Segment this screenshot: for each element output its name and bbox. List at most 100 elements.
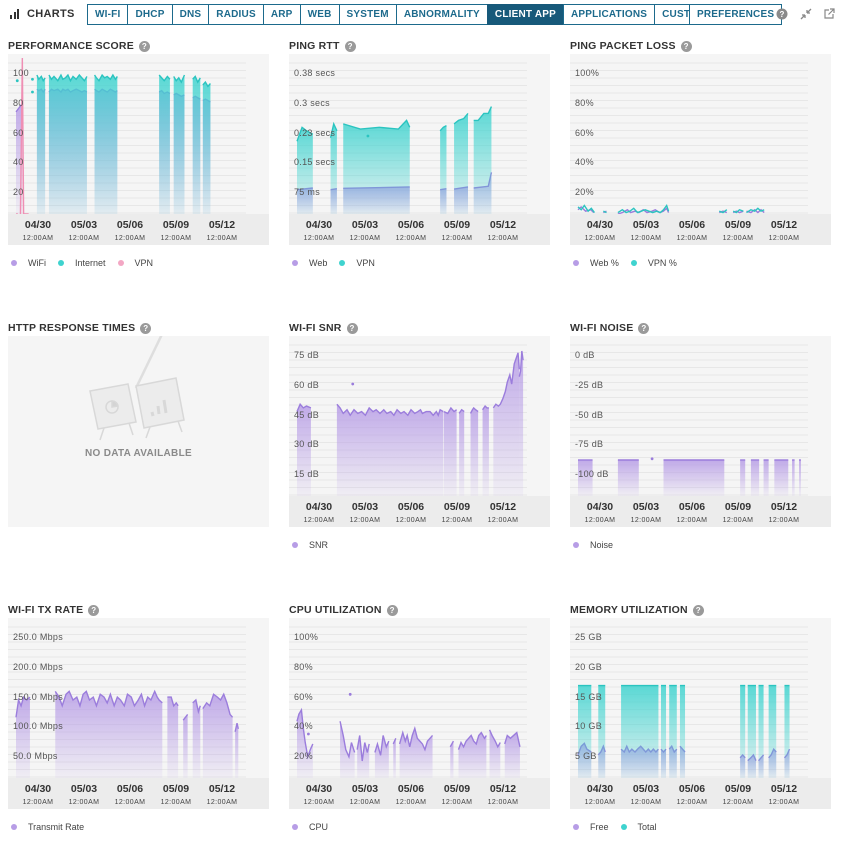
preferences-button[interactable]: PREFERENCES — [689, 4, 783, 25]
legend-item[interactable]: VPN — [339, 258, 375, 268]
y-tick-label: 40% — [575, 157, 594, 167]
series-area — [774, 460, 789, 496]
svg-text:?: ? — [780, 10, 785, 19]
tab-abnormality[interactable]: ABNORMALITY — [395, 4, 488, 25]
help-icon[interactable]: ? — [680, 40, 692, 52]
memory-utilization-title: MEMORY UTILIZATION? — [570, 603, 704, 617]
x-tick-time: 12:00AM — [304, 517, 335, 524]
x-tick-time: 12:00AM — [23, 799, 54, 806]
x-tick-date: 05/12 — [771, 501, 797, 513]
help-icon[interactable]: ? — [386, 604, 398, 616]
legend-dot-icon — [339, 260, 346, 266]
legend-label: Internet — [75, 258, 106, 268]
ping-packet-loss-chart: 100% 80% 60% 40% 20% 04/30 12:00AM 05/03 12:00AM… — [570, 54, 831, 245]
series-line — [458, 408, 465, 414]
panel-title-text: WI-FI TX RATE — [8, 604, 84, 616]
x-tick-date: 04/30 — [25, 219, 51, 231]
ping-rtt-plot: 0.38 secs 0.3 secs 0.23 secs 0.15 secs 75 ms… — [289, 62, 550, 245]
cpu-utilization-chart: 100% 80% 60% 40% 20% 04/30 12:00AM 05/03 12:00AM… — [289, 618, 550, 809]
help-icon[interactable]: ? — [140, 322, 152, 334]
legend-item[interactable]: Transmit Rate — [11, 822, 84, 832]
collapse-icon[interactable] — [800, 8, 812, 20]
legend-item[interactable]: WiFi — [11, 258, 46, 268]
panel-title-text: WI-FI NOISE — [570, 322, 634, 334]
help-icon[interactable]: ? — [138, 40, 150, 52]
tab-radius[interactable]: RADIUS — [208, 4, 264, 25]
x-tick-time: 12:00AM — [723, 517, 754, 524]
series-area — [493, 352, 520, 496]
legend-item[interactable]: Total — [620, 822, 657, 832]
tab-arp[interactable]: ARP — [262, 4, 301, 25]
help-icon[interactable]: ? — [692, 604, 704, 616]
help-icon[interactable]: ? — [638, 322, 650, 334]
series-line — [617, 207, 670, 215]
tab-dns[interactable]: DNS — [171, 4, 210, 25]
y-tick-label: 60 — [13, 128, 24, 138]
performance-score-legend: WiFi Internet VPN — [11, 258, 165, 268]
series-line — [617, 203, 670, 214]
x-tick-date: 05/09 — [163, 783, 189, 795]
x-tick-date: 05/09 — [725, 501, 751, 513]
ping-packet-loss-legend: Web % VPN % — [573, 258, 689, 268]
legend-label: WiFi — [28, 258, 46, 268]
series-line — [453, 113, 469, 125]
y-tick-label: 0.38 secs — [294, 68, 335, 78]
legend-item[interactable]: VPN — [117, 258, 153, 268]
series-line — [718, 209, 728, 214]
legend-dot-icon — [117, 260, 124, 266]
legend-dot-icon — [11, 824, 17, 830]
tab-dhcp[interactable]: DHCP — [127, 4, 173, 25]
legend-dot-icon — [292, 260, 298, 266]
y-tick-label: 30 dB — [294, 439, 319, 449]
tab-system[interactable]: SYSTEM — [338, 4, 397, 25]
series-line — [469, 406, 479, 414]
tab-applications[interactable]: APPLICATIONS — [563, 4, 656, 25]
wifi-tx-rate-chart: 250.0 Mbps 200.0 Mbps 150.0 Mbps 100.0 Mbps… — [8, 618, 269, 809]
help-icon[interactable]: ? — [346, 322, 358, 334]
chart-tabs: WI-FI DHCP DNS RADIUS ARP WEB SYSTEM ABNORMALIT… — [87, 4, 738, 25]
series-line — [392, 738, 397, 745]
legend-item[interactable]: Web % — [573, 258, 619, 268]
tab-client-app[interactable]: CLIENT APP — [486, 4, 564, 25]
legend-item[interactable]: SNR — [292, 540, 328, 550]
panel-title-text: PERFORMANCE SCORE — [8, 40, 134, 52]
legend-dot-icon — [11, 260, 17, 266]
x-tick-time: 12:00AM — [69, 799, 100, 806]
panel-title-text: CPU UTILIZATION — [289, 604, 382, 616]
charts-title: CHARTS — [27, 8, 75, 20]
y-tick-label: 40% — [294, 721, 313, 731]
help-icon[interactable]: ? — [344, 40, 356, 52]
bar-chart-icon — [10, 9, 19, 19]
legend-item[interactable]: Free — [573, 822, 609, 832]
y-tick-label: 20% — [294, 751, 313, 761]
external-link-icon[interactable] — [823, 8, 835, 20]
series-noise — [578, 459, 801, 496]
tab-wi-fi[interactable]: WI-FI — [87, 4, 129, 25]
x-tick-time: 12:00AM — [488, 235, 519, 242]
series-line — [504, 731, 521, 747]
x-tick-date: 05/06 — [117, 219, 143, 231]
data-point — [348, 692, 352, 696]
tab-web[interactable]: WEB — [299, 4, 340, 25]
help-icon[interactable]: ? — [776, 8, 788, 20]
series-area — [443, 407, 457, 496]
series-area — [336, 404, 444, 496]
x-tick-time: 12:00AM — [304, 235, 335, 242]
legend-item[interactable]: Web — [292, 258, 327, 268]
x-tick-time: 12:00AM — [207, 235, 238, 242]
legend-item[interactable]: VPN % — [630, 258, 677, 268]
series-vpn- — [577, 203, 765, 214]
x-tick-date: 05/12 — [490, 783, 516, 795]
wifi-tx-rate-panel: WI-FI TX RATE? 250.0 Mbps 200.0 Mbps 150.0 … — [8, 603, 269, 835]
y-tick-label: 15 dB — [294, 469, 319, 479]
series-line — [398, 725, 434, 752]
series-area — [159, 75, 170, 214]
legend-item[interactable]: CPU — [292, 822, 328, 832]
legend-item[interactable]: Internet — [58, 258, 106, 268]
series-area — [660, 685, 667, 778]
legend-item[interactable]: Noise — [573, 540, 613, 550]
help-icon[interactable]: ? — [88, 604, 100, 616]
data-point — [650, 457, 654, 461]
series-area — [792, 460, 795, 496]
ping-rtt-title: PING RTT? — [289, 39, 356, 53]
